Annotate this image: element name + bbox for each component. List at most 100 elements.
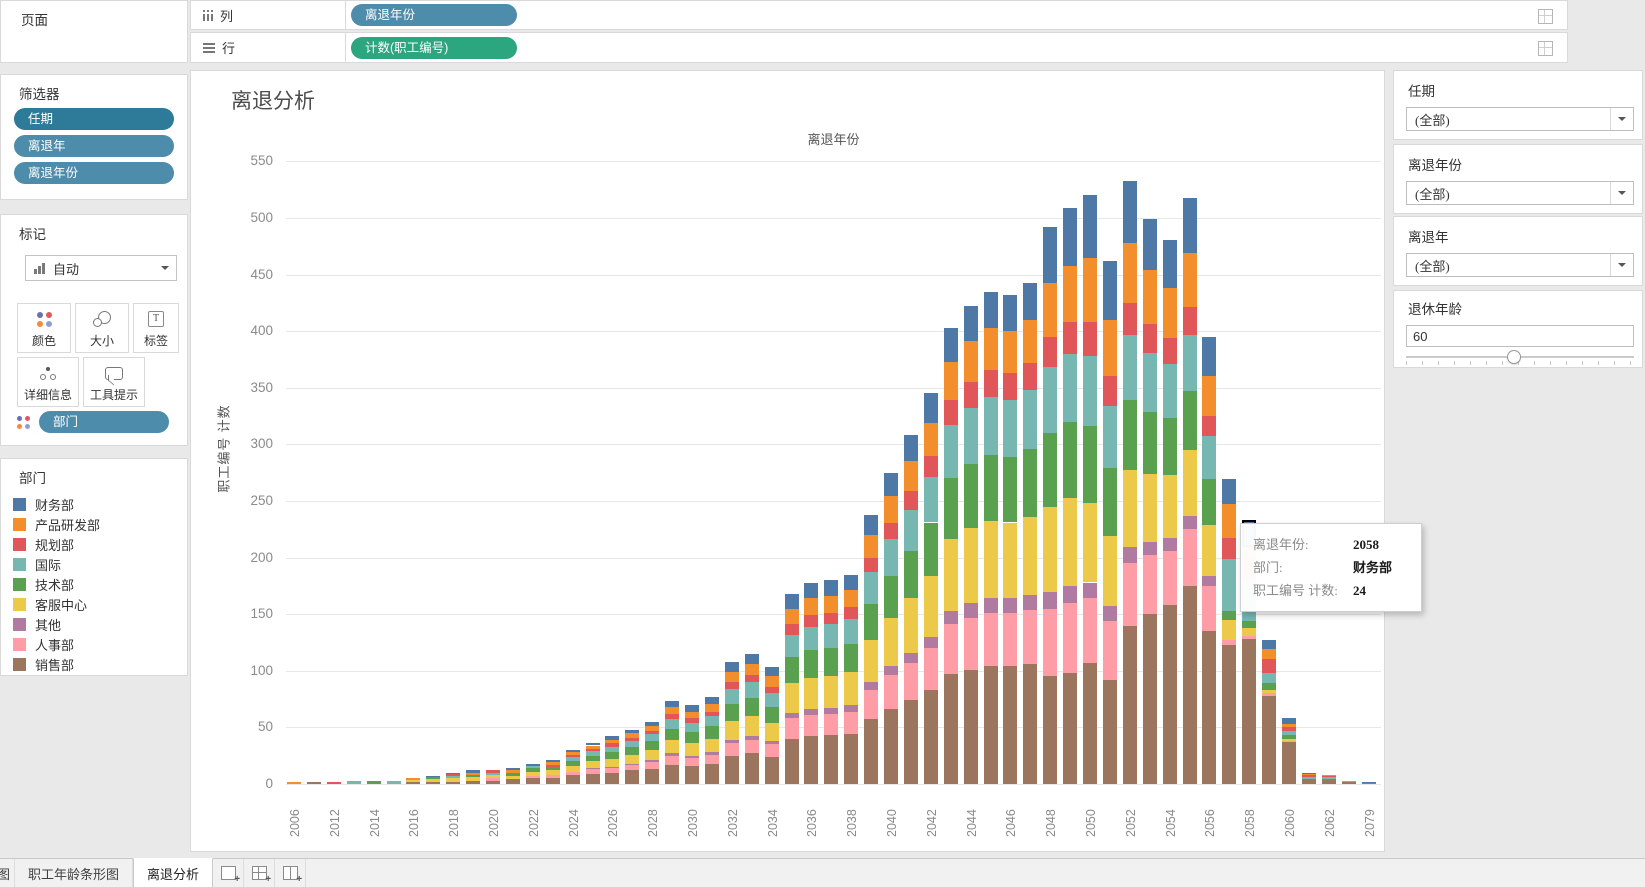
bar-segment[interactable] [1023,594,1038,610]
filter-pill[interactable]: 任期 [14,108,174,130]
bar-segment[interactable] [1142,270,1157,325]
bar-segment[interactable] [1083,503,1097,583]
bar-segment[interactable] [744,697,759,717]
bar-segment[interactable] [744,753,759,784]
bar-segment[interactable] [884,539,898,576]
bar-segment[interactable] [1202,376,1217,417]
retirement-age-input[interactable] [1406,325,1634,347]
bar-segment[interactable] [1202,416,1217,437]
bar-segment[interactable] [983,613,998,667]
bar-segment[interactable] [903,490,918,511]
bar-segment[interactable] [1043,433,1058,507]
bar-segment[interactable] [1083,356,1097,427]
label-button[interactable]: T 标签 [133,303,179,353]
bar-segment[interactable] [1222,610,1237,620]
bar-segment[interactable] [1341,780,1356,782]
pill-columns-field[interactable]: 离退年份 [351,4,517,26]
bar-segment[interactable] [1222,479,1237,505]
bar-segment[interactable] [1003,456,1018,523]
bar-segment[interactable] [844,590,859,608]
bar-segment[interactable] [1063,322,1078,354]
bar-segment[interactable] [784,657,799,684]
bar-segment[interactable] [665,719,680,729]
dropdown-button[interactable] [1610,182,1633,204]
bar-segment[interactable] [704,703,719,712]
bar-segment[interactable] [983,396,998,455]
color-button[interactable]: 颜色 [17,303,71,353]
bar-segment[interactable] [884,496,898,523]
bar-segment[interactable] [824,596,839,614]
bar-segment[interactable] [486,774,500,779]
bar-segment[interactable] [665,701,680,708]
bar-segment[interactable] [764,722,779,741]
bar-segment[interactable] [545,770,560,775]
bar-segment[interactable] [585,773,600,784]
bar-segment[interactable] [923,422,938,456]
bar-segment[interactable] [645,762,660,770]
bar-segment[interactable] [645,760,660,763]
bar-segment[interactable] [565,752,580,755]
bar-segment[interactable] [963,463,978,529]
bar-segment[interactable] [1262,690,1277,694]
bar-segment[interactable] [1122,625,1137,784]
bar-segment[interactable] [1122,547,1137,564]
bar-segment[interactable] [1102,679,1117,784]
bar-segment[interactable] [486,770,500,773]
bar-segment[interactable] [864,604,879,641]
bar-segment[interactable] [884,522,898,540]
bar-segment[interactable] [1321,774,1336,777]
bar-segment[interactable] [844,574,859,591]
bar-segment[interactable] [1202,479,1217,525]
bar-segment[interactable] [446,778,461,782]
bar-segment[interactable] [983,598,998,614]
bar-segment[interactable] [764,686,779,694]
bar-segment[interactable] [1043,676,1058,784]
bar-segment[interactable] [1301,778,1316,784]
bar-segment[interactable] [1282,724,1296,728]
bar-segment[interactable] [426,776,441,778]
sheet-tab-retire-analysis[interactable]: 离退分析 [133,858,214,887]
bar-segment[interactable] [764,693,779,708]
bar-segment[interactable] [784,634,799,658]
bar-segment[interactable] [943,610,958,625]
bar-segment[interactable] [784,624,799,635]
tenure-filter-dropdown[interactable]: (全部) [1406,107,1634,131]
bar-segment[interactable] [724,688,739,704]
bar-segment[interactable] [903,598,918,653]
bar-segment[interactable] [983,454,998,522]
bar-segment[interactable] [923,636,938,649]
detail-button[interactable]: 详细信息 [17,357,79,407]
bar-segment[interactable] [406,778,421,780]
bar-segment[interactable] [1162,550,1177,606]
bar-segment[interactable] [844,671,859,705]
bar-segment[interactable] [983,666,998,784]
bar-segment[interactable] [943,361,958,401]
bar-segment[interactable] [645,750,660,761]
bar-segment[interactable] [744,653,759,664]
bar-segment[interactable] [824,580,839,597]
bar-segment[interactable] [446,773,461,777]
bar-segment[interactable] [804,709,819,715]
bar-segment[interactable] [685,718,699,723]
bar-segment[interactable] [1063,265,1078,323]
bar-segment[interactable] [1043,608,1058,677]
bar-segment[interactable] [764,756,779,784]
bar-segment[interactable] [685,757,699,766]
pages-shelf-card[interactable]: 页面 [0,0,188,63]
bar-segment[interactable] [1023,362,1038,391]
bar-segment[interactable] [704,754,719,764]
bar-segment[interactable] [1341,781,1356,784]
bar-segment[interactable] [764,667,779,677]
bar-segment[interactable] [486,772,500,775]
bar-segment[interactable] [864,534,879,558]
bar-segment[interactable] [545,774,560,779]
bar-segment[interactable] [1202,585,1217,632]
bar-segment[interactable] [784,712,799,719]
bar-segment[interactable] [1023,319,1038,363]
bar-segment[interactable] [1321,776,1336,778]
bar-segment[interactable] [983,291,998,328]
filter-pill[interactable]: 离退年份 [14,162,174,184]
bar-segment[interactable] [824,613,839,625]
slider-handle[interactable] [1507,350,1522,364]
bar-segment[interactable] [943,674,958,784]
